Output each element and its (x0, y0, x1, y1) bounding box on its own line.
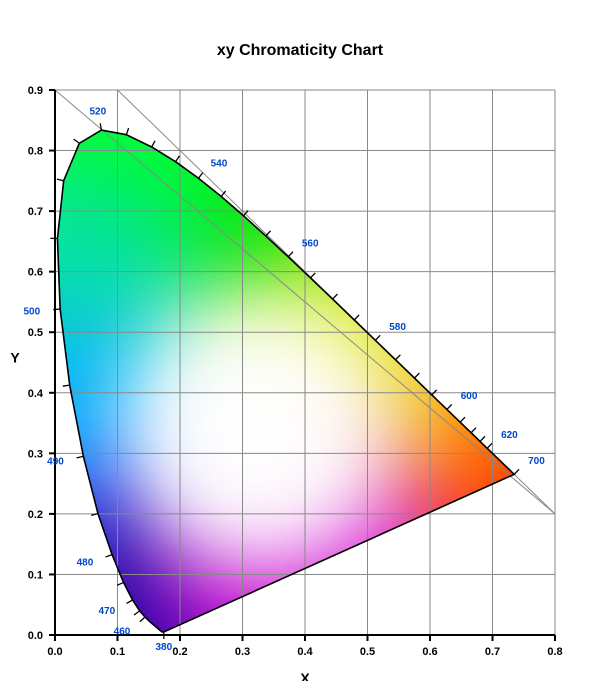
wavelength-label: 380 (155, 642, 172, 653)
wavelength-label: 500 (24, 307, 41, 318)
wavelength-label: 600 (461, 391, 478, 402)
y-tick-label: 0.4 (28, 388, 44, 400)
wavelength-label: 560 (302, 238, 319, 249)
y-tick-label: 0.3 (28, 448, 43, 460)
y-tick-label: 0.8 (28, 146, 43, 158)
x-tick-label: 0.5 (360, 646, 375, 658)
wavelength-label: 490 (47, 457, 64, 468)
x-tick-label: 0.3 (235, 646, 250, 658)
x-tick-label: 0.0 (47, 646, 62, 658)
y-tick-label: 0.5 (28, 327, 43, 339)
wavelength-label: 520 (89, 106, 106, 117)
y-axis-label: Y (10, 350, 20, 366)
chromaticity-chart: 0.0 0.1 0.2 0.3 0.4 0.5 0.6 0.7 0.8 0.0 0.1 0.2 0.3 0… (0, 0, 600, 681)
wavelength-label: 480 (77, 558, 94, 569)
x-axis-label: X (300, 670, 310, 681)
x-tick-label: 0.8 (547, 646, 562, 658)
x-tick-label: 0.4 (297, 646, 313, 658)
x-tick-label: 0.6 (422, 646, 437, 658)
y-tick-label: 0.6 (28, 267, 43, 279)
x-tick-label: 0.1 (110, 646, 125, 658)
y-tick-label: 0.7 (28, 206, 43, 218)
wavelength-label: 620 (501, 430, 518, 441)
wavelength-label: 580 (389, 322, 406, 333)
wavelength-label: 470 (98, 606, 115, 617)
wavelength-label: 460 (114, 627, 131, 638)
y-tick-label: 0.2 (28, 509, 43, 521)
wavelength-label: 540 (211, 158, 228, 169)
y-tick-label: 0.9 (28, 85, 43, 97)
y-tick-label: 0.1 (28, 569, 43, 581)
chart-title: xy Chromaticity Chart (217, 42, 384, 59)
wavelength-label: 700 (528, 456, 545, 467)
x-tick-label: 0.2 (172, 646, 187, 658)
y-tick-label: 0.0 (28, 630, 43, 642)
x-tick-label: 0.7 (485, 646, 500, 658)
